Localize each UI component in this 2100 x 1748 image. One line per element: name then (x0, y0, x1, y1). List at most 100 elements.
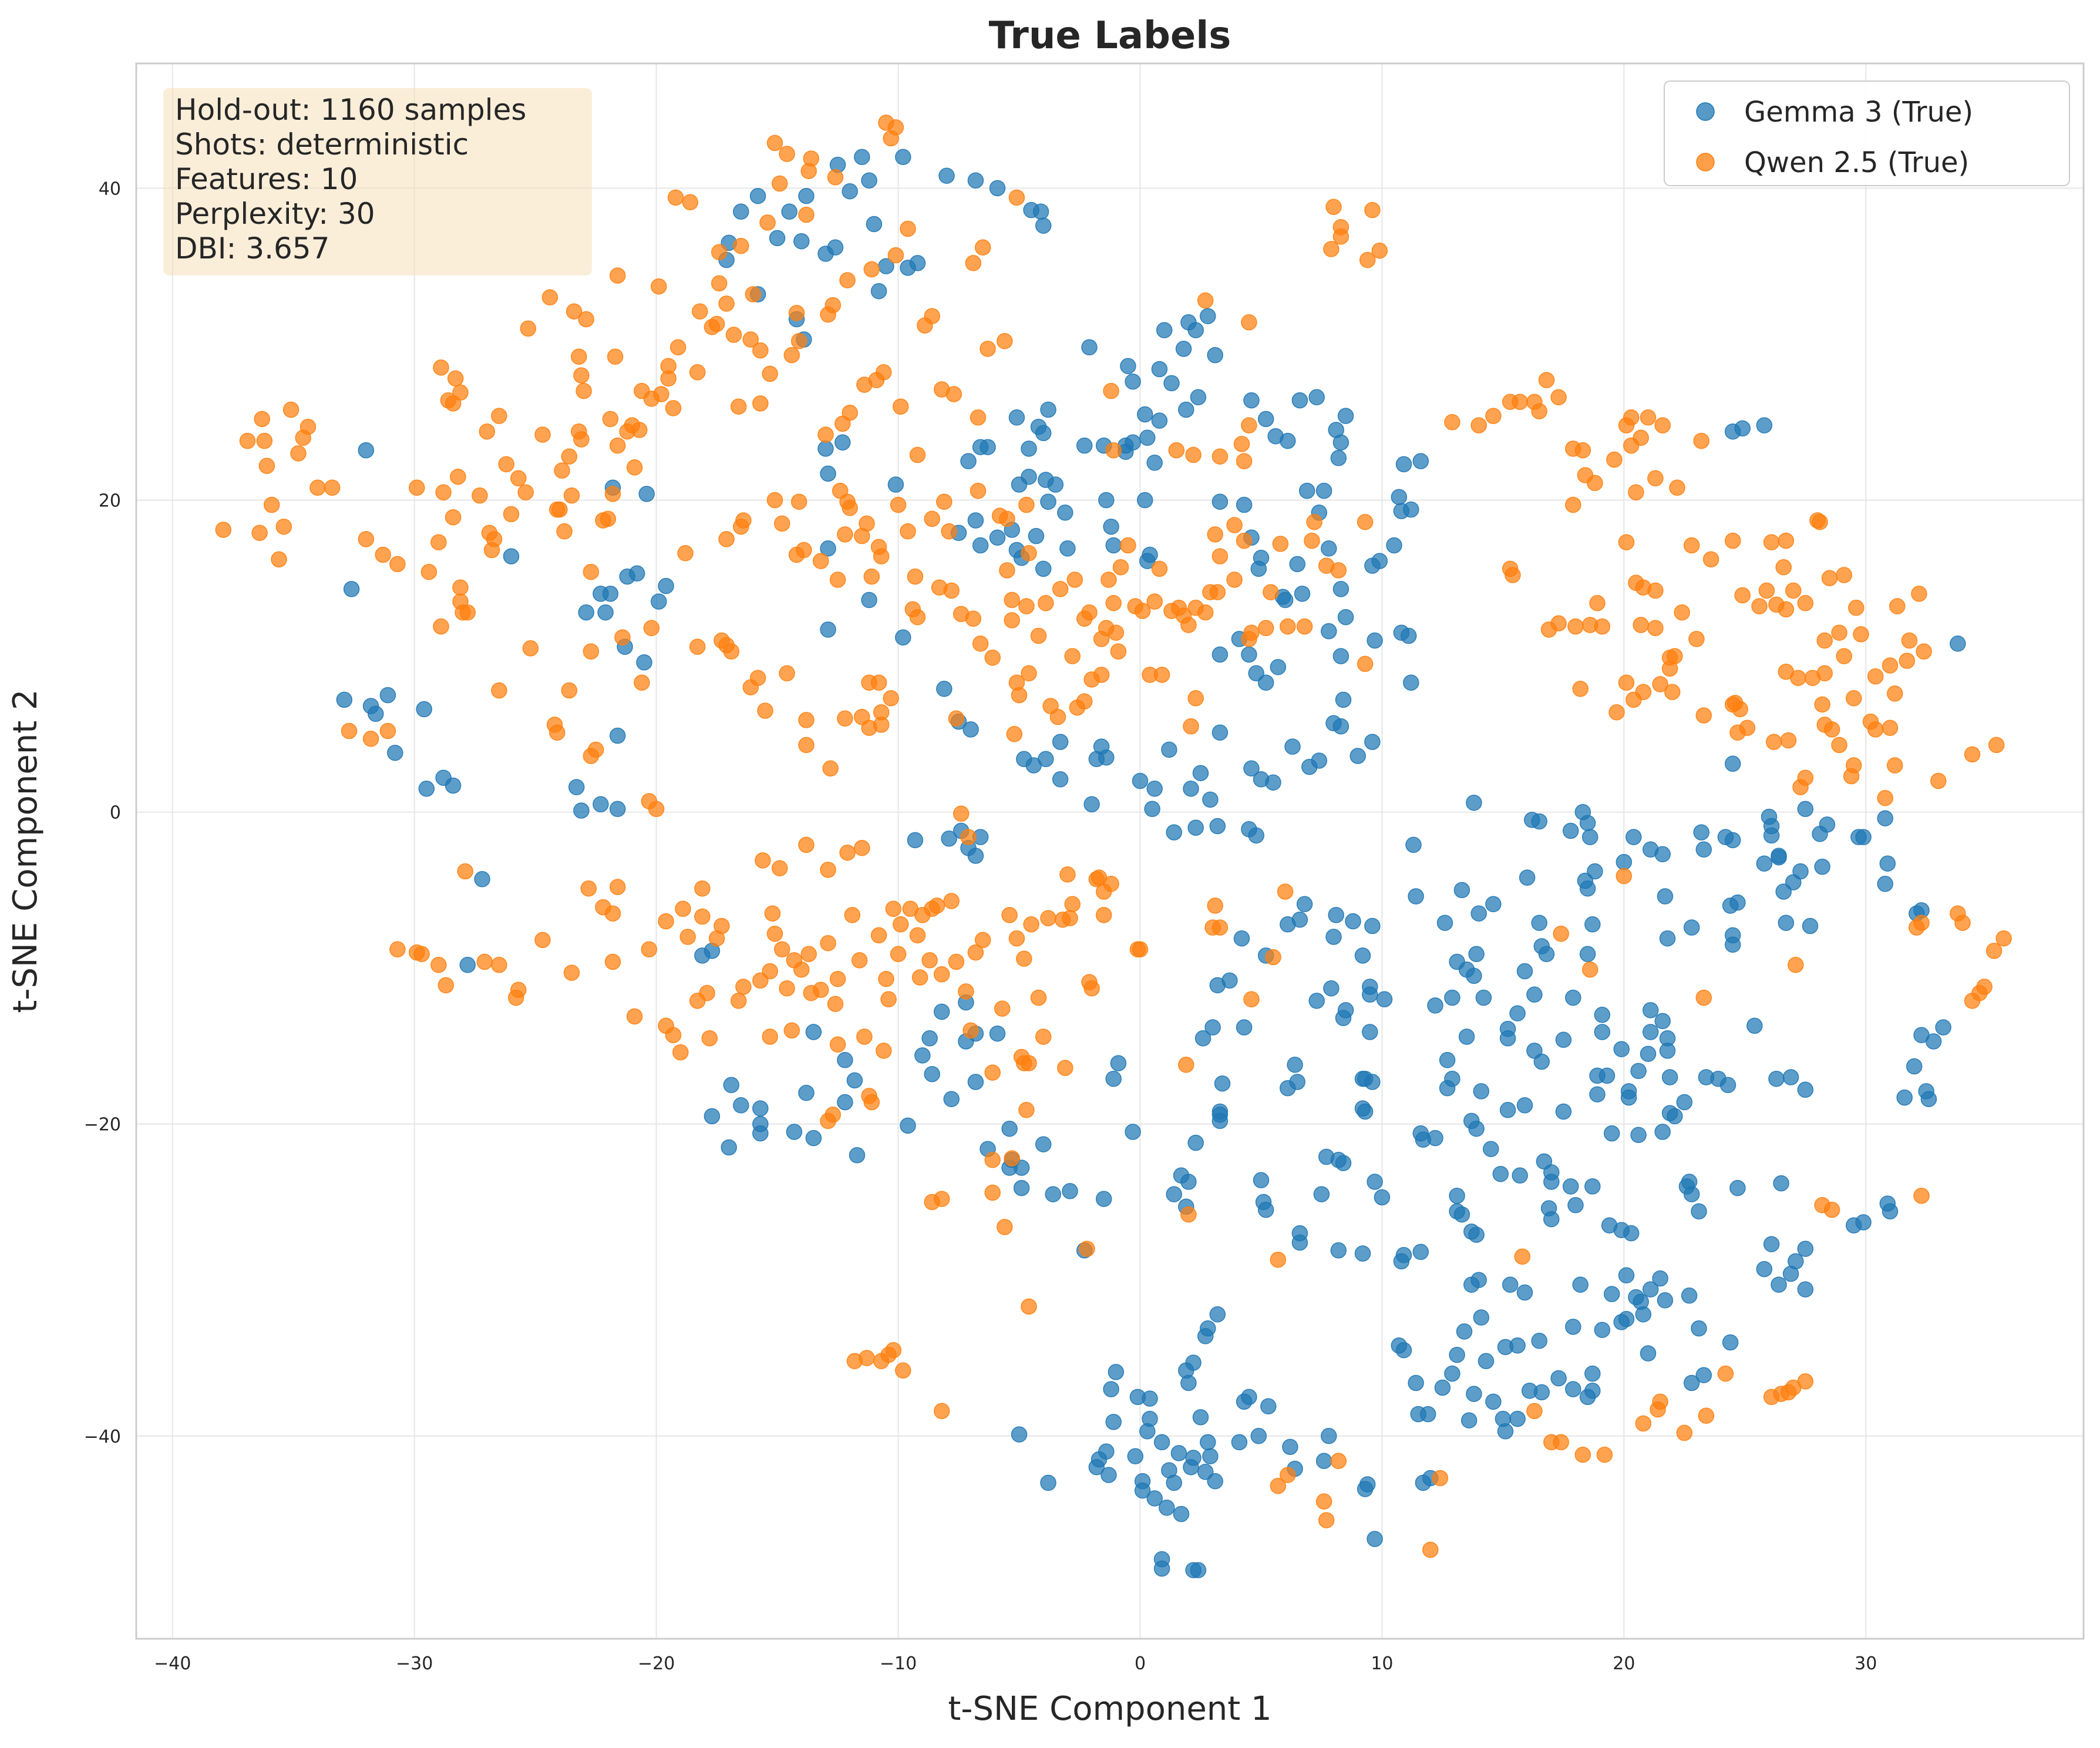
scatter-point (704, 1108, 721, 1125)
scatter-point (764, 905, 781, 922)
scatter-point (1925, 1033, 1942, 1050)
scatter-point (711, 244, 728, 261)
scatter-point (1790, 670, 1806, 686)
scatter-point (1207, 526, 1223, 543)
scatter-point (846, 1072, 863, 1089)
scatter-point (762, 963, 778, 980)
scatter-point (1323, 241, 1340, 257)
scatter-point (924, 1065, 940, 1083)
scatter-point (997, 1219, 1013, 1235)
scatter-point (1270, 1478, 1287, 1494)
scatter-point (561, 448, 578, 465)
legend-items: Gemma 3 (True) Qwen 2.5 (True) (1696, 96, 1973, 179)
scatter-point (263, 496, 280, 513)
scatter-point (1819, 816, 1836, 833)
info-line: DBI: 3.657 (175, 231, 329, 265)
scatter-point (438, 977, 455, 994)
scatter-point (1565, 989, 1581, 1006)
scatter-point (1664, 684, 1681, 700)
scatter-point (1565, 496, 1581, 513)
x-tick-label: −40 (154, 1653, 191, 1674)
scatter-point (837, 1052, 853, 1068)
y-tick-label: 20 (99, 491, 121, 512)
plot-area-frame (135, 62, 2085, 1640)
scatter-point (883, 690, 899, 707)
scatter-point (817, 426, 834, 443)
scatter-point (1422, 1541, 1439, 1558)
scatter-point (1688, 631, 1705, 647)
scatter-point (689, 638, 706, 655)
scatter-point (1722, 1334, 1739, 1351)
scatter-point (1538, 946, 1555, 963)
scatter-point (413, 946, 430, 963)
scatter-point (854, 708, 870, 725)
scatter-point (1492, 1165, 1509, 1182)
scatter-point (798, 206, 815, 223)
scatter-point (1040, 910, 1056, 926)
scatter-point (866, 216, 883, 233)
scatter-point (549, 724, 566, 741)
scatter-point (779, 980, 795, 997)
scatter-point (430, 957, 447, 973)
scatter-point (1596, 1446, 1613, 1463)
scatter-point (1207, 347, 1223, 364)
scatter-point (609, 879, 626, 895)
scatter-point (1574, 1446, 1591, 1463)
scatter-point (1626, 691, 1642, 708)
scatter-point (290, 445, 307, 462)
scatter-point (689, 364, 706, 381)
scatter-point (752, 342, 769, 359)
scatter-point (805, 1024, 822, 1040)
scatter-point (900, 523, 916, 540)
scatter-point (745, 286, 762, 302)
scatter-point (1345, 913, 1361, 930)
scatter-point (1470, 905, 1487, 922)
scatter-point (1654, 846, 1671, 863)
scatter-point (1879, 855, 1896, 872)
scatter-point (1151, 361, 1168, 378)
scatter-point (1659, 930, 1676, 947)
scatter-point (1098, 749, 1115, 766)
scatter-point (1178, 1057, 1194, 1073)
scatter-point (1069, 699, 1086, 716)
scatter-point (522, 640, 539, 657)
scatter-point (1001, 1120, 1018, 1137)
scatter-point (1661, 1069, 1678, 1085)
scatter-point (1647, 470, 1664, 487)
scatter-point (837, 710, 853, 727)
scatter-point (999, 510, 1015, 527)
scatter-point (1412, 1125, 1429, 1142)
scatter-point (870, 674, 887, 691)
scatter-point (554, 462, 570, 479)
scatter-point (829, 970, 846, 987)
scatter-point (1101, 572, 1117, 588)
legend-label: Qwen 2.5 (True) (1744, 146, 1969, 179)
scatter-point (1768, 1070, 1785, 1087)
scatter-point (1886, 685, 1903, 702)
scatter-point (1296, 618, 1313, 635)
scatter-point (1516, 1097, 1533, 1114)
scatter-point (583, 563, 600, 580)
scatter-point (1618, 1267, 1635, 1284)
scatter-point (769, 230, 786, 247)
scatter-point (445, 777, 462, 794)
scatter-point (718, 295, 735, 312)
scatter-point (563, 964, 580, 981)
scatter-point (1729, 894, 1746, 911)
scatter-point (1357, 1103, 1374, 1120)
scatter-point (924, 510, 940, 527)
scatter-point (1313, 1186, 1330, 1202)
scatter-point (1693, 432, 1709, 449)
scatter-point (669, 339, 686, 356)
x-tick-label: 10 (1371, 1653, 1393, 1674)
scatter-point (1200, 1434, 1216, 1451)
scatter-point (1226, 572, 1243, 588)
x-axis-title: t-SNE Component 1 (948, 1690, 1271, 1728)
scatter-point (1531, 813, 1547, 830)
scatter-point (842, 183, 858, 200)
scatter-point (1035, 1028, 1052, 1045)
scatter-point (1633, 617, 1649, 633)
scatter-point (1062, 1183, 1078, 1199)
scatter-point (1587, 475, 1603, 492)
scatter-point (970, 482, 987, 499)
